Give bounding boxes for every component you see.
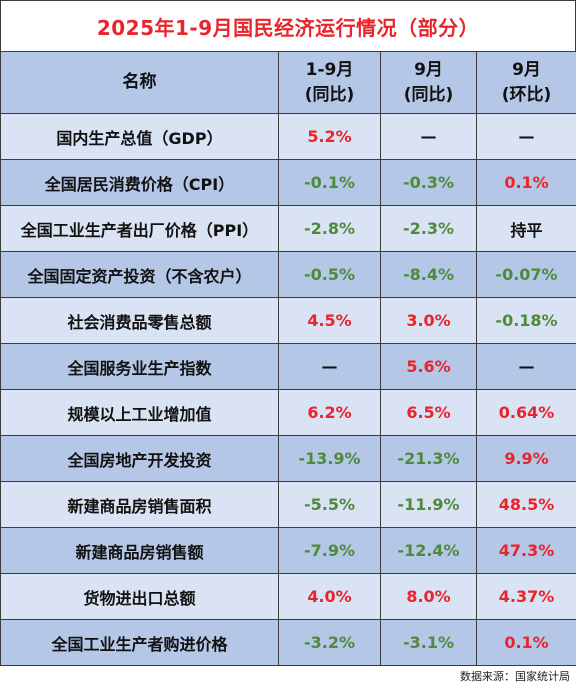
value-ytd-yoy: 5.2%	[278, 113, 381, 160]
table-row: 全国固定资产投资（不含农户） -0.5% -8.4% -0.07%	[0, 251, 576, 298]
indicator-name: 全国服务业生产指数	[0, 343, 279, 390]
value-ytd-yoy: 4.0%	[278, 573, 381, 620]
value-sep-yoy: -0.3%	[380, 159, 477, 206]
value-sep-mom: 9.9%	[476, 435, 576, 482]
economic-data-table: 名称 1-9月 (同比) 9月 (同比) 9月 (环比) 国内生产总值（GDP） 5.2…	[0, 51, 576, 666]
indicator-name: 全国居民消费价格（CPI）	[0, 159, 279, 206]
indicator-name: 社会消费品零售总额	[0, 297, 279, 344]
value-sep-yoy: —	[380, 113, 477, 160]
header-name: 名称	[0, 51, 279, 114]
data-source-note: 数据来源：国家统计局	[460, 670, 570, 683]
value-sep-yoy: -11.9%	[380, 481, 477, 528]
indicator-name: 全国固定资产投资（不含农户）	[0, 251, 279, 298]
indicator-name: 全国工业生产者购进价格	[0, 619, 279, 666]
table-row: 全国房地产开发投资 -13.9% -21.3% 9.9%	[0, 435, 576, 482]
value-ytd-yoy: -0.5%	[278, 251, 381, 298]
value-sep-mom: 持平	[476, 205, 576, 252]
indicator-name: 规模以上工业增加值	[0, 389, 279, 436]
value-sep-mom: —	[476, 113, 576, 160]
value-sep-yoy: -8.4%	[380, 251, 477, 298]
table-title: 2025年1-9月国民经济运行情况（部分）	[0, 0, 576, 51]
table-row: 全国服务业生产指数 —5.6% —	[0, 343, 576, 390]
value-sep-mom: 4.37%	[476, 573, 576, 620]
header-ytd-yoy: 1-9月 (同比)	[278, 51, 381, 114]
value-ytd-yoy: -3.2%	[278, 619, 381, 666]
indicator-name: 国内生产总值（GDP）	[0, 113, 279, 160]
table-row: 规模以上工业增加值 6.2% 6.5% 0.64%	[0, 389, 576, 436]
value-ytd-yoy: -5.5%	[278, 481, 381, 528]
table-row: 全国工业生产者出厂价格（PPI） -2.8% -2.3% 持平	[0, 205, 576, 252]
indicator-name: 货物进出口总额	[0, 573, 279, 620]
value-ytd-yoy: -7.9%	[278, 527, 381, 574]
value-sep-yoy: 6.5%	[380, 389, 477, 436]
value-sep-mom: —	[476, 343, 576, 390]
value-sep-mom: -0.18%	[476, 297, 576, 344]
table-row: 新建商品房销售面积 -5.5% -11.9% 48.5%	[0, 481, 576, 528]
value-ytd-yoy: -0.1%	[278, 159, 381, 206]
indicator-name: 新建商品房销售额	[0, 527, 279, 574]
table-row: 国内生产总值（GDP） 5.2% — —	[0, 113, 576, 160]
value-sep-mom: 47.3%	[476, 527, 576, 574]
table-row: 货物进出口总额 4.0% 8.0% 4.37%	[0, 573, 576, 620]
table-row: 新建商品房销售额 -7.9% -12.4% 47.3%	[0, 527, 576, 574]
value-sep-yoy: 5.6%	[380, 343, 477, 390]
table-row: 社会消费品零售总额 4.5% 3.0% -0.18%	[0, 297, 576, 344]
value-ytd-yoy: 4.5%	[278, 297, 381, 344]
value-sep-yoy: 3.0%	[380, 297, 477, 344]
value-ytd-yoy: -13.9%	[278, 435, 381, 482]
value-sep-yoy: 8.0%	[380, 573, 477, 620]
header-row: 名称 1-9月 (同比) 9月 (同比) 9月 (环比)	[0, 51, 576, 114]
header-sep-mom: 9月 (环比)	[476, 51, 576, 114]
indicator-name: 新建商品房销售面积	[0, 481, 279, 528]
header-sep-yoy: 9月 (同比)	[380, 51, 477, 114]
value-ytd-yoy: —	[278, 343, 381, 390]
value-sep-mom: 0.1%	[476, 619, 576, 666]
value-sep-yoy: -3.1%	[380, 619, 477, 666]
value-sep-mom: 48.5%	[476, 481, 576, 528]
table-row: 全国居民消费价格（CPI） -0.1% -0.3% 0.1%	[0, 159, 576, 206]
indicator-name: 全国房地产开发投资	[0, 435, 279, 482]
indicator-name: 全国工业生产者出厂价格（PPI）	[0, 205, 279, 252]
value-sep-yoy: -21.3%	[380, 435, 477, 482]
value-sep-mom: 0.1%	[476, 159, 576, 206]
value-sep-yoy: -2.3%	[380, 205, 477, 252]
value-sep-mom: 0.64%	[476, 389, 576, 436]
value-ytd-yoy: -2.8%	[278, 205, 381, 252]
value-ytd-yoy: 6.2%	[278, 389, 381, 436]
value-sep-yoy: -12.4%	[380, 527, 477, 574]
table-row: 全国工业生产者购进价格 -3.2% -3.1% 0.1%	[0, 619, 576, 666]
value-sep-mom: -0.07%	[476, 251, 576, 298]
